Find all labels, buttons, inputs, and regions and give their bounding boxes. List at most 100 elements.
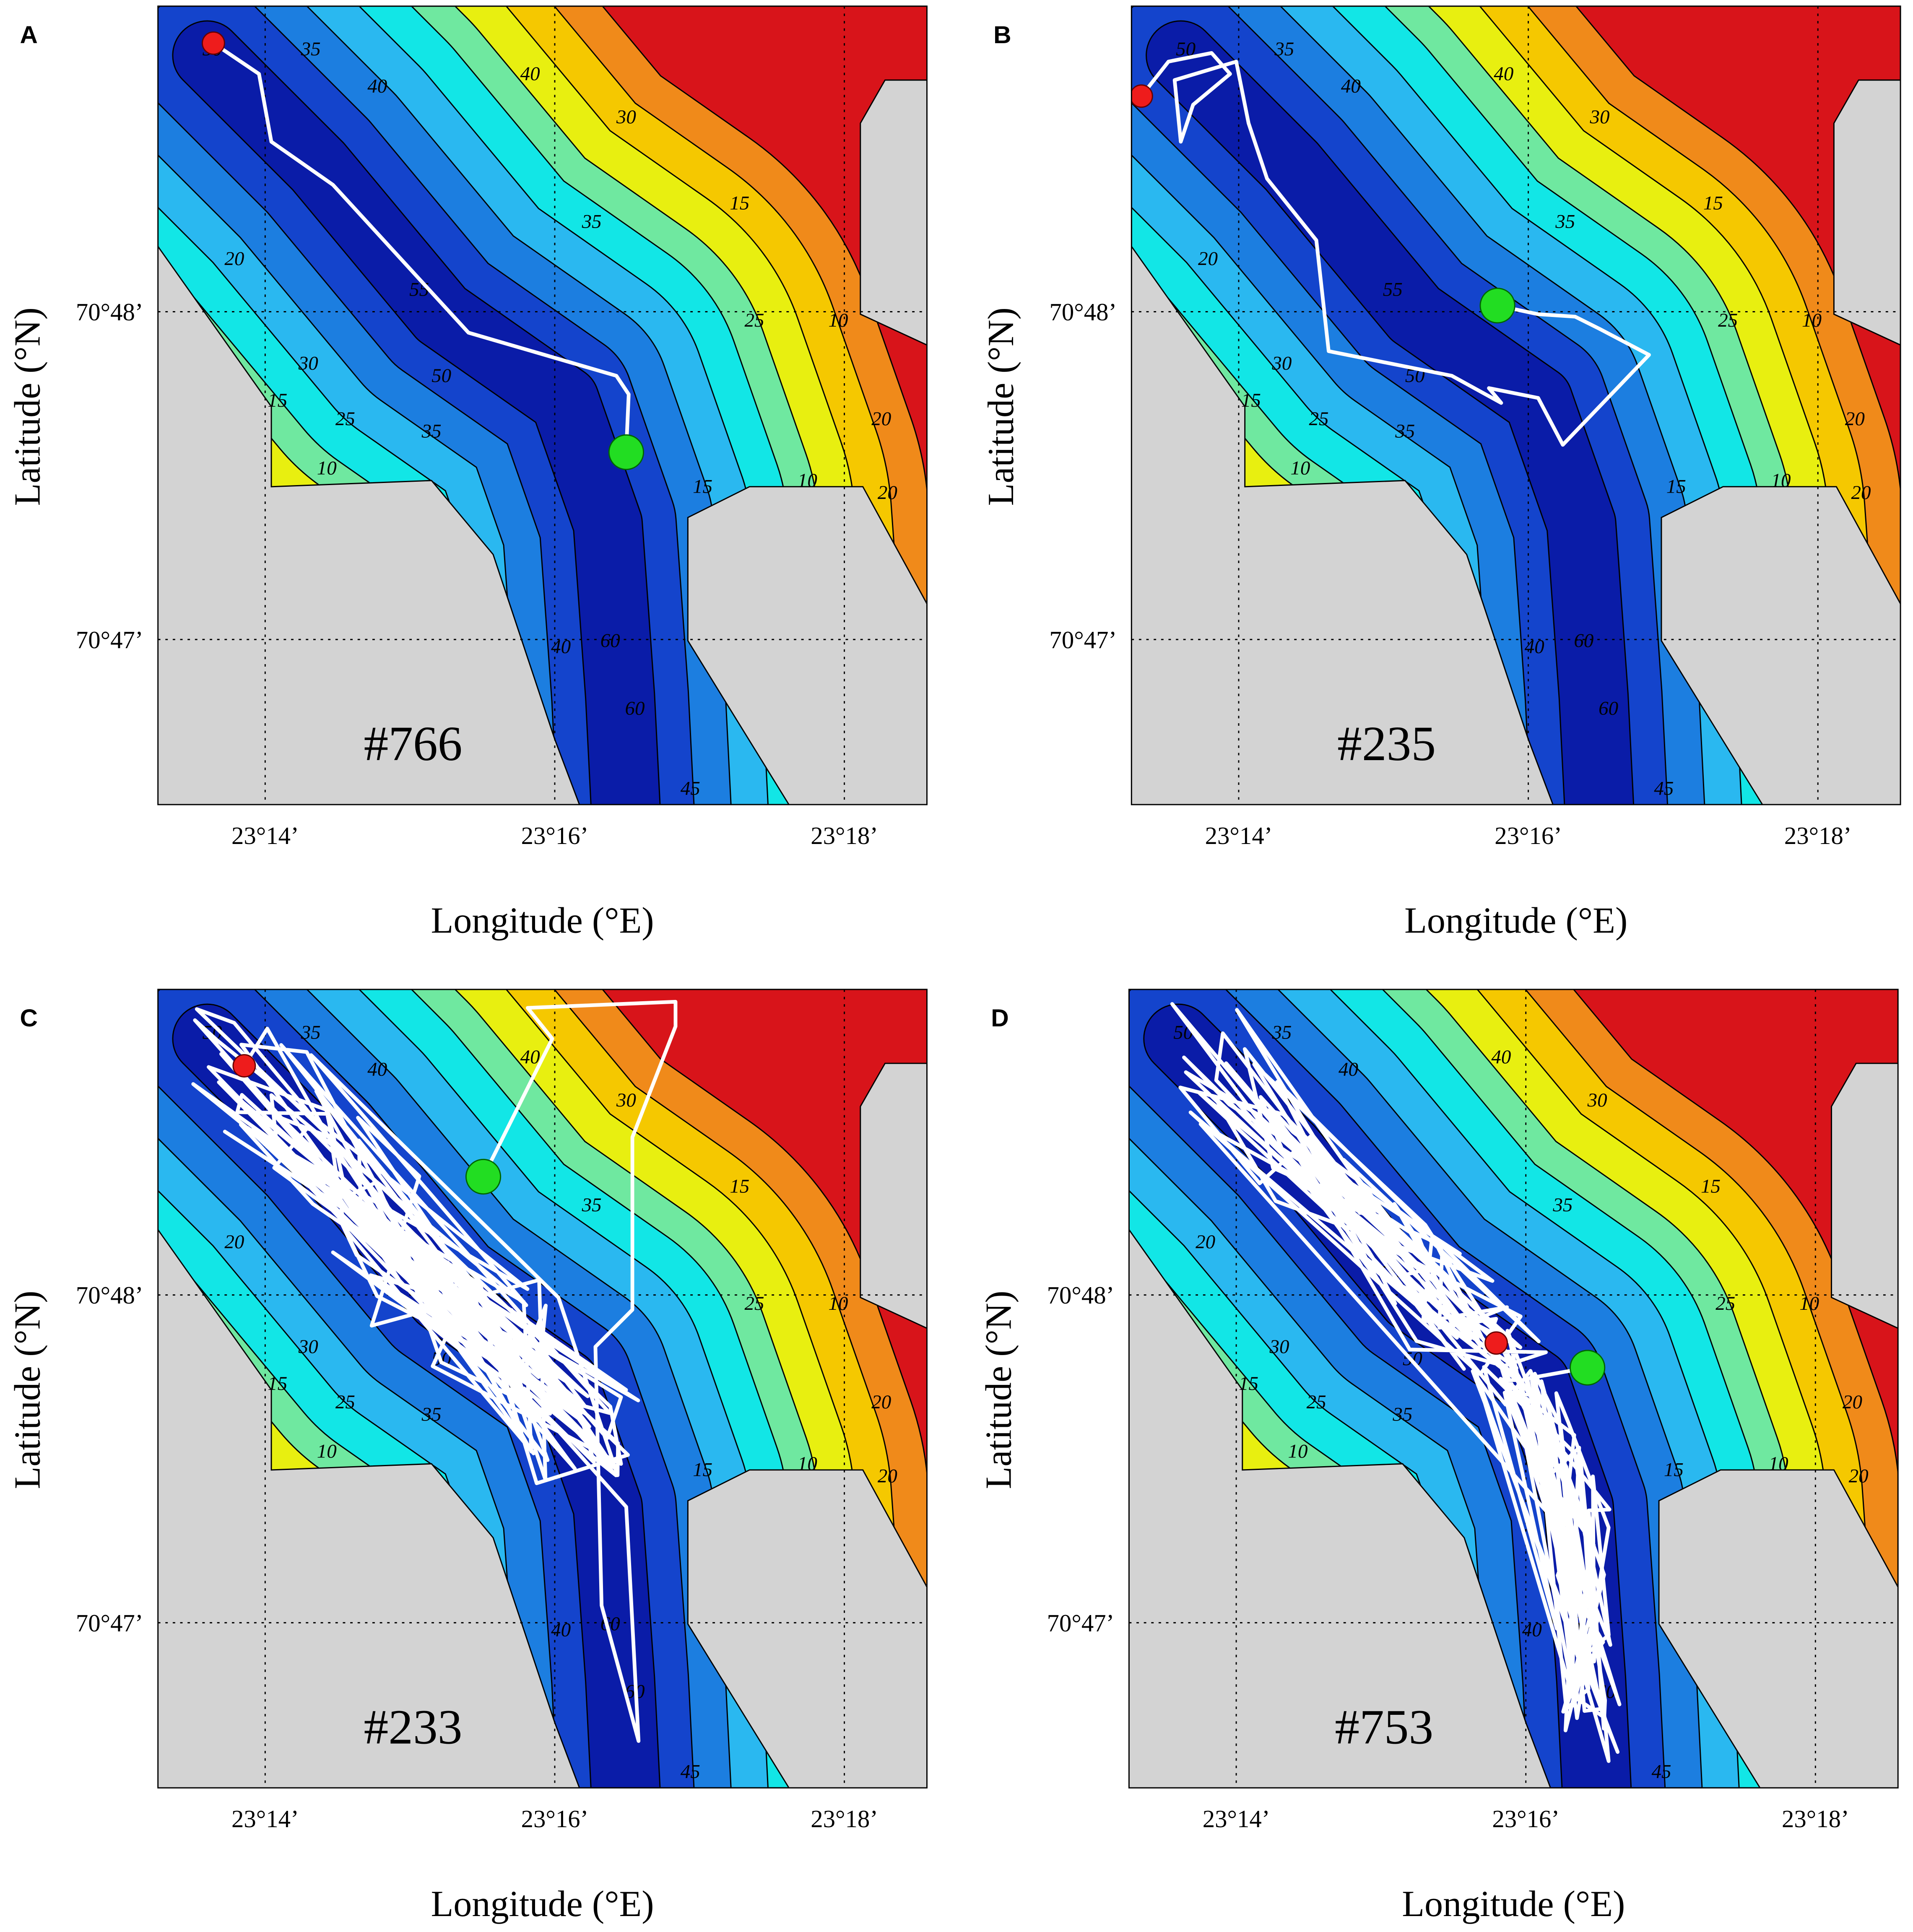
tag-label: #766: [364, 717, 462, 771]
contour-label: 20: [878, 1465, 897, 1487]
panel-label: D: [991, 1005, 1008, 1032]
contour-label: 20: [1198, 248, 1218, 270]
contour-label: 25: [1307, 1391, 1326, 1413]
contour-label: 25: [335, 408, 355, 430]
y-tick-label: 70°48’: [1047, 1282, 1115, 1309]
x-tick-label: 23°14’: [1205, 822, 1273, 849]
end-point: [608, 434, 645, 470]
contour-label: 30: [298, 1336, 318, 1358]
contour-label: 10: [317, 1441, 337, 1462]
contour-label: 15: [1239, 1373, 1258, 1394]
start-point: [201, 31, 225, 55]
x-tick-label: 23°18’: [811, 1805, 878, 1833]
contour-label: 20: [224, 1231, 244, 1253]
contour-label: 40: [520, 1046, 540, 1068]
contour-label: 40: [1491, 1046, 1511, 1068]
y-tick-label: 70°48’: [1049, 299, 1117, 326]
contour-label: 30: [616, 106, 636, 128]
contour-label: 50: [431, 365, 451, 387]
contour-label: 15: [268, 390, 287, 411]
y-tick-label: 70°48’: [76, 1282, 143, 1309]
end-point: [465, 1158, 502, 1195]
contour-label: 25: [745, 1293, 764, 1314]
water: [158, 6, 927, 805]
contour-label: 30: [1269, 1336, 1289, 1358]
contour-label: 10: [1771, 470, 1791, 491]
coastline: [1129, 989, 1898, 1788]
contour-label: 20: [1196, 1231, 1215, 1253]
panel-label: B: [993, 21, 1011, 49]
contour-label: 45: [1654, 778, 1674, 800]
contour-label: 20: [1849, 1465, 1869, 1487]
contour-label: 25: [1309, 408, 1328, 430]
y-tick-label: 70°47’: [1047, 1610, 1115, 1637]
coastline: [158, 989, 927, 1788]
coastline: [158, 6, 927, 805]
track: [191, 1000, 678, 1743]
x-axis-label: Longitude (°E): [431, 1883, 654, 1924]
plot-frame: [157, 989, 928, 1789]
y-tick-label: 70°47’: [1049, 626, 1117, 654]
contour-label: 45: [1651, 1761, 1671, 1783]
x-tick-label: 23°18’: [1784, 822, 1852, 849]
contour-label: 30: [616, 1089, 636, 1111]
contour-label: 40: [551, 636, 571, 658]
contour-label: 35: [421, 1403, 442, 1425]
x-tick-label: 23°18’: [1782, 1805, 1849, 1833]
contour-label: 35: [582, 211, 602, 233]
contour-label: 60: [625, 697, 645, 719]
contour-label: 40: [1494, 63, 1513, 85]
contour-label: 15: [730, 192, 749, 214]
contour-label: 25: [1718, 309, 1738, 331]
contour-label: 20: [224, 248, 244, 270]
x-tick-label: 23°16’: [1492, 1805, 1560, 1833]
coastline: [1131, 6, 1901, 805]
contour-label: 30: [1271, 353, 1292, 374]
contour-label: 40: [367, 1059, 387, 1080]
contour-label: 40: [1522, 1619, 1542, 1641]
x-axis-label: Longitude (°E): [431, 900, 654, 941]
contour-label: 35: [1271, 1021, 1292, 1043]
contour-label: 40: [1525, 636, 1544, 658]
end-point: [1570, 1350, 1606, 1386]
contour-label: 10: [1769, 1453, 1788, 1475]
contour-label: 15: [693, 476, 712, 498]
contour-label: 15: [1701, 1176, 1721, 1197]
contour-label: 20: [878, 482, 897, 504]
contour-label: 10: [1290, 457, 1310, 479]
track: [1140, 51, 1651, 447]
contour-label: 35: [1274, 38, 1294, 60]
y-axis-label: Latitude (°N): [978, 1291, 1019, 1489]
y-axis-label: Latitude (°N): [7, 307, 48, 506]
contour-label: 35: [1392, 1403, 1412, 1425]
contour-label: 10: [1288, 1441, 1308, 1462]
y-axis-label: Latitude (°N): [980, 307, 1021, 506]
track: [1170, 1002, 1622, 1763]
contour-label: 40: [367, 75, 387, 97]
x-tick-label: 23°14’: [231, 822, 299, 849]
contour-label: 35: [421, 420, 442, 442]
contour-label: 25: [1715, 1293, 1735, 1314]
contour-label: 10: [317, 457, 337, 479]
contour-label: 60: [600, 630, 620, 652]
contour-label: 10: [828, 309, 848, 331]
contour-label: 10: [1802, 309, 1822, 331]
plot-frame: [1128, 989, 1899, 1789]
contour-label: 35: [1552, 1194, 1573, 1216]
y-tick-label: 70°47’: [76, 626, 143, 654]
y-axis-label: Latitude (°N): [7, 1291, 48, 1489]
contour-label: 25: [335, 1391, 355, 1413]
contour-label: 40: [1341, 75, 1361, 97]
contour-label: 15: [268, 1373, 287, 1394]
contour-label: 40: [551, 1619, 571, 1641]
contour-label: 15: [1664, 1459, 1684, 1481]
contour-label: 10: [1799, 1293, 1819, 1314]
panel-label: A: [20, 21, 38, 49]
x-tick-label: 23°16’: [521, 1805, 589, 1833]
contour-label: 15: [1666, 476, 1686, 498]
contour-label: 40: [520, 63, 540, 85]
